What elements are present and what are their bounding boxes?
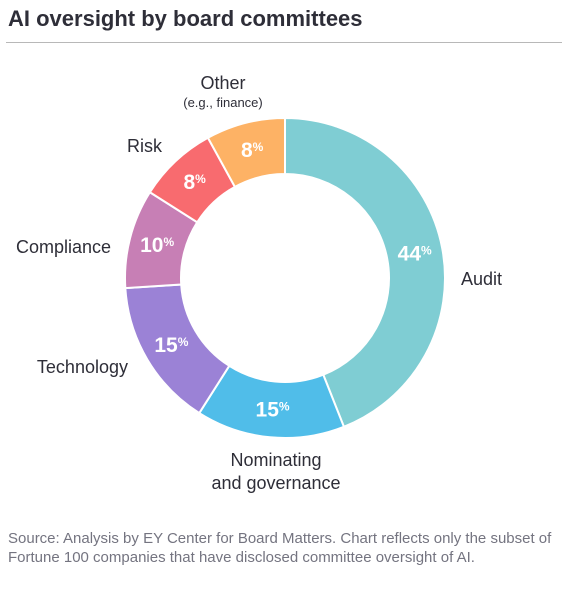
slice-other: [206, 116, 286, 189]
category-label-audit: Audit: [461, 269, 502, 289]
value-label-compliance: 10%: [140, 234, 174, 257]
category-label-technology: Technology: [37, 357, 128, 377]
donut-slices: [124, 116, 446, 439]
source-note: Source: Analysis by EY Center for Board …: [8, 530, 552, 566]
chart-title: AI oversight by board committees: [8, 6, 363, 31]
category-label-risk: Risk: [127, 136, 163, 156]
value-labels: 44% 15% 15% 10% 8% 8%: [140, 139, 432, 421]
value-label-audit: 44%: [398, 242, 432, 265]
category-labels: Audit Nominating and governance Technology C…: [16, 73, 502, 493]
slice-audit: [284, 116, 446, 429]
category-label-compliance: Compliance: [16, 237, 111, 257]
title-divider: [6, 42, 562, 43]
category-label-other: Other (e.g., finance): [183, 73, 263, 110]
value-label-nominating: 15%: [256, 398, 290, 421]
value-label-risk: 8%: [183, 171, 206, 194]
category-label-nominating: Nominating and governance: [211, 450, 340, 493]
value-label-technology: 15%: [154, 334, 188, 357]
value-label-other: 8%: [241, 139, 264, 162]
